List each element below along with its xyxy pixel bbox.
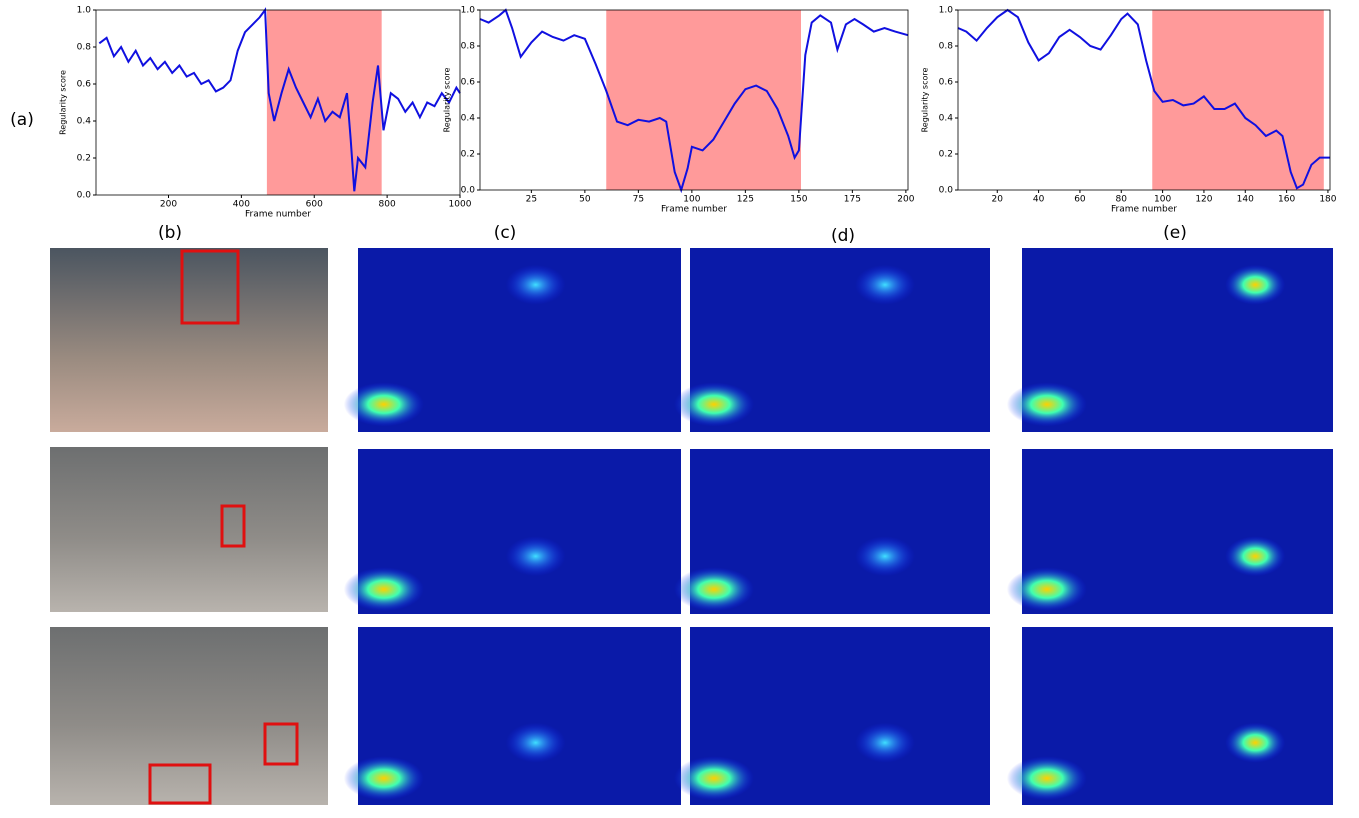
x-tick-label: 180: [1319, 195, 1336, 205]
y-tick-label: 0.8: [939, 42, 954, 52]
heat-blob: [344, 756, 424, 800]
y-axis-label: Regularity score: [921, 68, 930, 133]
heat-blob: [674, 382, 754, 426]
heat-blob: [1225, 536, 1285, 576]
frame-photo: [50, 627, 328, 805]
x-tick-label: 120: [1195, 195, 1212, 205]
heat-blob: [855, 723, 915, 763]
heat-blob: [855, 265, 915, 305]
y-axis-label: Regularity score: [443, 68, 452, 133]
figure: 200 400 600 800 1000 0.0 0.2 0.4 0.6 0.8 1.0 Frame …: [0, 0, 1359, 814]
y-tick-label: 0.2: [939, 150, 953, 160]
x-tick-label: 125: [737, 195, 754, 205]
y-tick-label: 0.6: [77, 80, 92, 90]
y-tick-label: 0.0: [77, 191, 92, 201]
y-tick-label: 0.2: [461, 150, 475, 160]
x-tick-label: 40: [1033, 195, 1045, 205]
x-axis-label: Frame number: [661, 205, 727, 215]
y-tick-label: 0.4: [461, 114, 476, 124]
x-tick-label: 600: [306, 200, 323, 210]
heat-blob: [1225, 265, 1285, 305]
y-tick-label: 0.6: [461, 78, 476, 88]
x-tick-label: 160: [1278, 195, 1295, 205]
x-tick-label: 80: [1116, 195, 1128, 205]
x-tick-label: 1000: [449, 200, 472, 210]
x-tick-label: 60: [1074, 195, 1086, 205]
heat-blob: [674, 756, 754, 800]
y-tick-label: 1.0: [77, 6, 92, 16]
x-tick-label: 200: [897, 195, 914, 205]
heat-blob: [506, 265, 566, 305]
y-axis-label: Regularity score: [59, 70, 68, 135]
x-tick-label: 200: [160, 200, 177, 210]
heat-blob: [1007, 567, 1087, 611]
y-tick-label: 0.0: [939, 186, 954, 196]
heat-blob: [344, 382, 424, 426]
anomaly-span: [1152, 10, 1324, 190]
x-tick-label: 100: [683, 195, 700, 205]
x-tick-label: 75: [633, 195, 644, 205]
heat-blob: [1225, 723, 1285, 763]
x-tick-label: 150: [790, 195, 807, 205]
x-tick-label: 400: [233, 200, 250, 210]
y-tick-label: 0.4: [939, 114, 954, 124]
y-tick-label: 0.8: [77, 43, 92, 53]
frame-photo: [50, 248, 328, 432]
panel-label: (b): [158, 223, 182, 243]
x-tick-label: 800: [379, 200, 396, 210]
x-tick-label: 25: [526, 195, 537, 205]
plots: 200 400 600 800 1000 0.0 0.2 0.4 0.6 0.8 1.0 Frame …: [59, 6, 1337, 220]
y-tick-label: 0.2: [77, 154, 91, 164]
frame-photo: [50, 447, 328, 612]
heat-blob: [1007, 756, 1087, 800]
panel-label: (d): [831, 226, 855, 246]
heat-blob: [506, 536, 566, 576]
y-tick-label: 1.0: [939, 6, 954, 16]
y-tick-label: 0.8: [461, 42, 476, 52]
image-grid: [50, 248, 1333, 805]
x-tick-label: 100: [1154, 195, 1171, 205]
y-tick-label: 0.6: [939, 78, 954, 88]
heat-blob: [1007, 382, 1087, 426]
y-tick-label: 1.0: [461, 6, 476, 16]
y-tick-label: 0.0: [461, 186, 476, 196]
heat-blob: [674, 567, 754, 611]
panel-label: (a): [10, 110, 34, 130]
x-tick-label: 140: [1237, 195, 1254, 205]
x-axis-label: Frame number: [1111, 205, 1177, 215]
panel-label: (c): [494, 223, 517, 243]
heat-blob: [344, 567, 424, 611]
x-axis-label: Frame number: [245, 210, 311, 220]
x-tick-label: 175: [844, 195, 861, 205]
heat-blob: [506, 723, 566, 763]
heat-blob: [855, 536, 915, 576]
y-tick-label: 0.4: [77, 117, 92, 127]
panel-label: (e): [1163, 223, 1187, 243]
x-tick-label: 50: [579, 195, 591, 205]
x-tick-label: 20: [992, 195, 1004, 205]
